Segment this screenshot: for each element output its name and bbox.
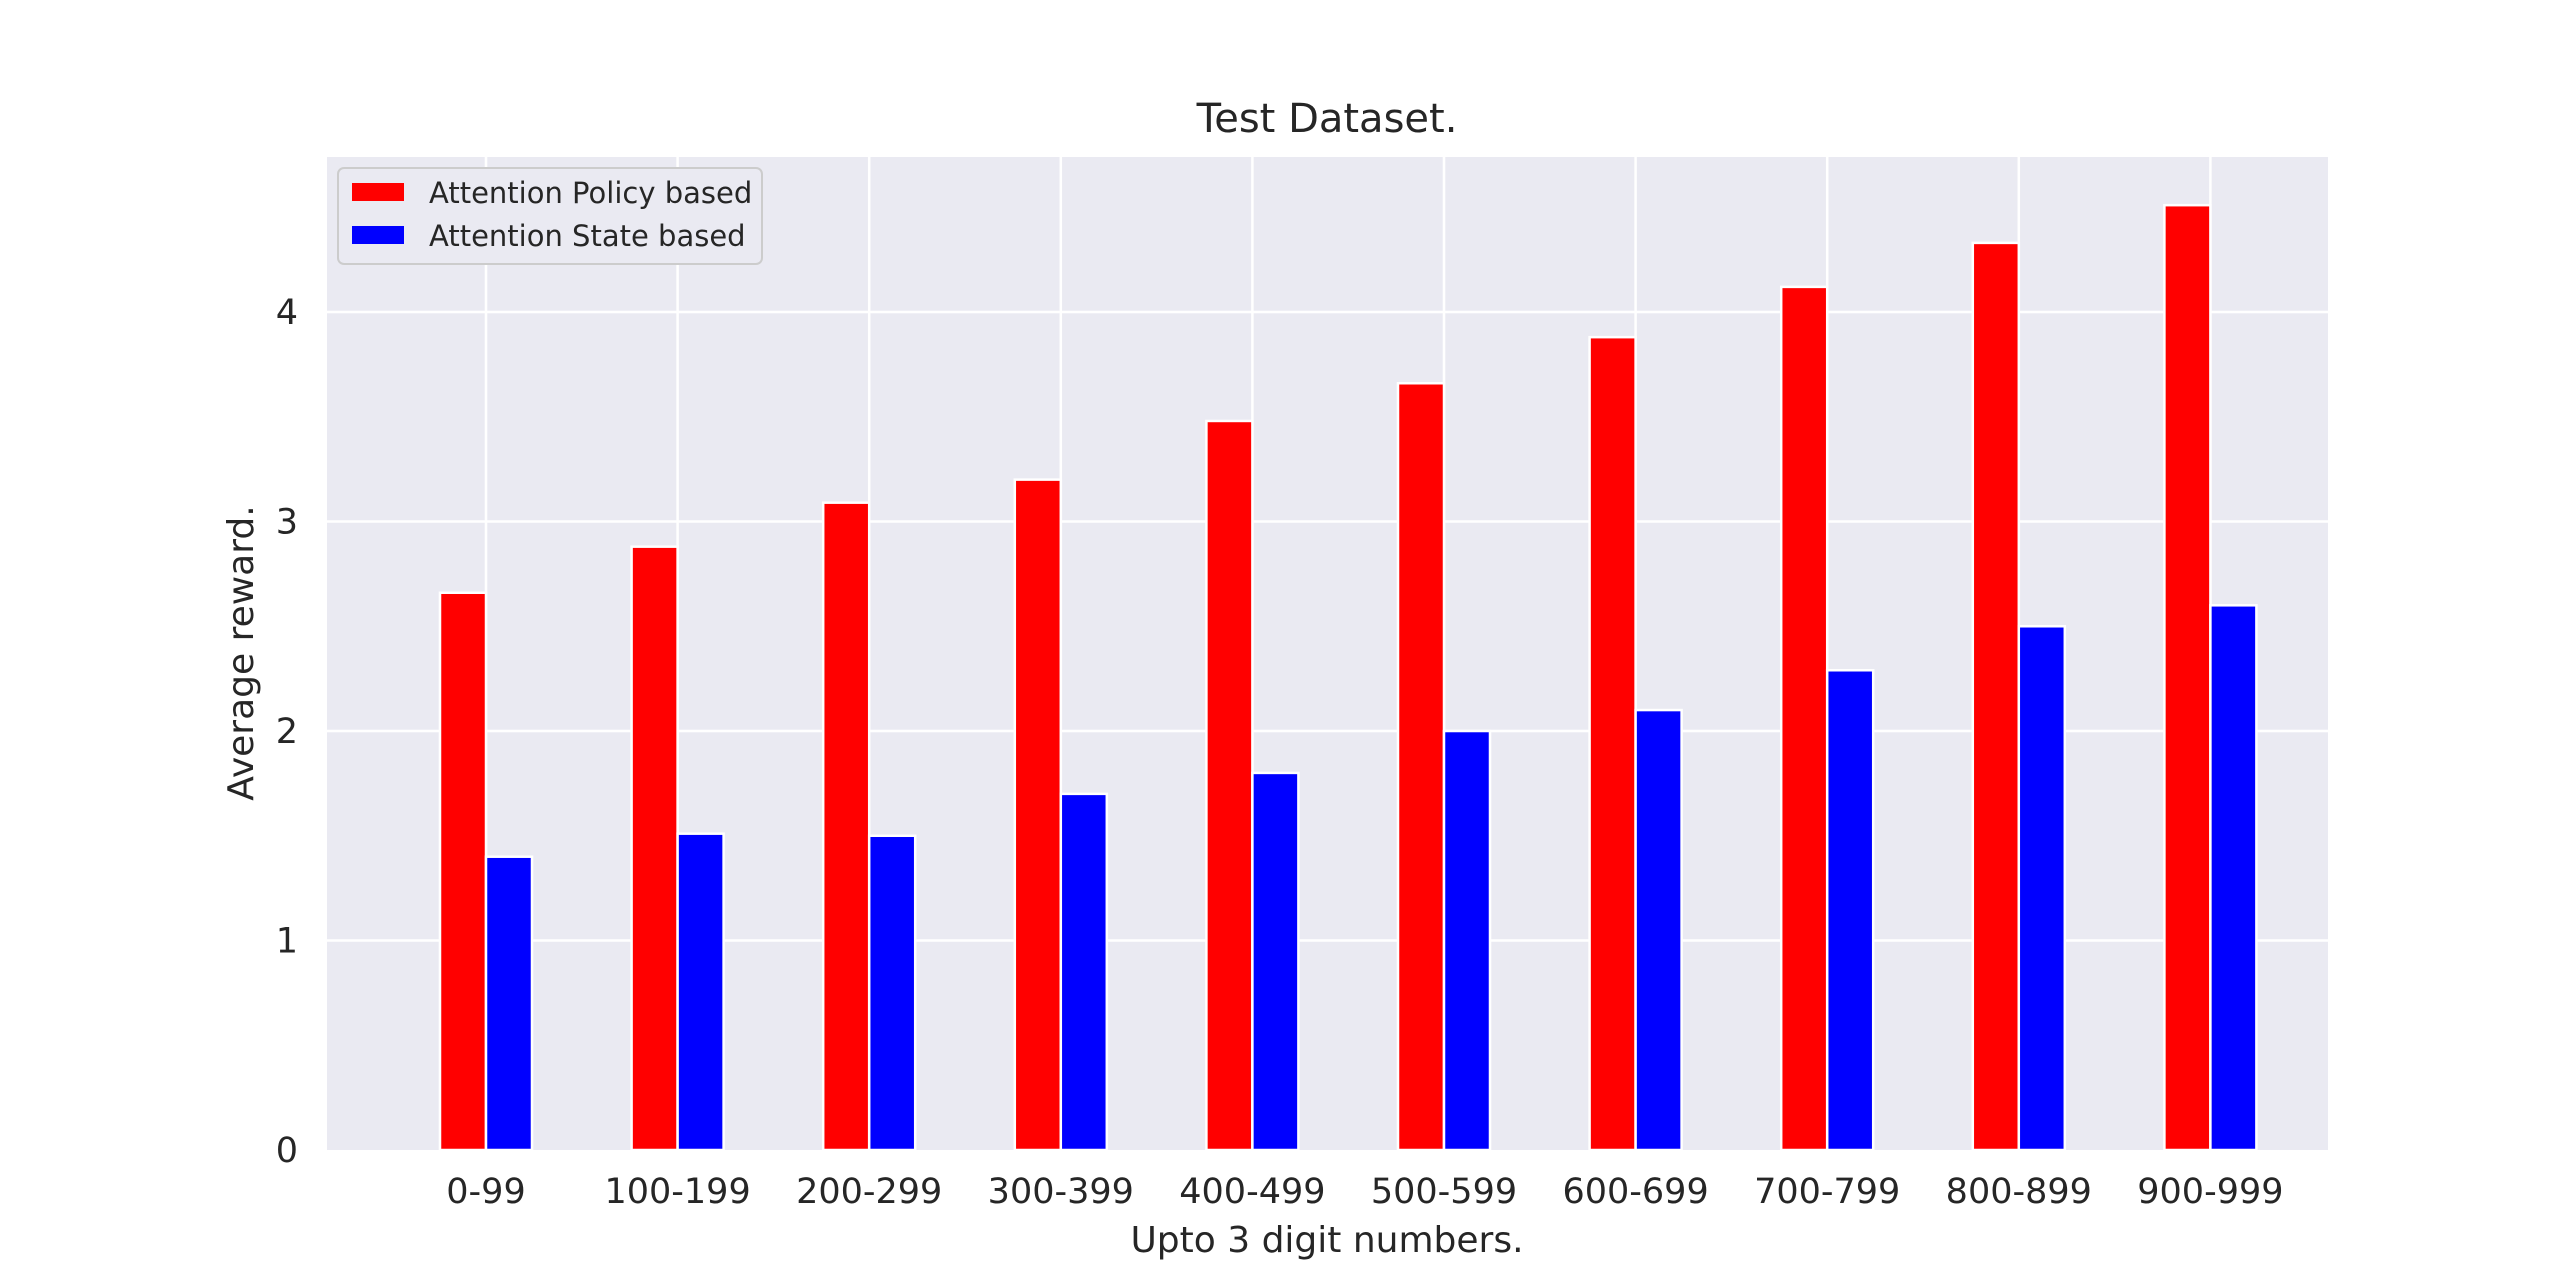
y-tick-label: 4 <box>276 293 298 333</box>
x-axis-label: Upto 3 digit numbers. <box>1130 1220 1523 1261</box>
bar-policy <box>1779 285 1829 1152</box>
legend-box <box>337 167 763 265</box>
y-tick-label: 0 <box>276 1131 298 1171</box>
legend: Attention Policy based Attention State b… <box>337 167 763 265</box>
bar-state <box>1634 708 1683 1152</box>
bar-policy <box>1396 382 1446 1152</box>
y-tick-labels: 0 1 2 3 4 <box>276 293 298 1171</box>
legend-label-state: Attention State based <box>429 219 746 253</box>
x-tick-label: 600-699 <box>1562 1172 1708 1212</box>
x-tick-label: 500-599 <box>1371 1172 1517 1212</box>
bar-state <box>867 834 917 1152</box>
bar-policy <box>630 545 679 1152</box>
bar-policy <box>1013 478 1063 1152</box>
bar-state <box>1059 792 1109 1152</box>
x-tick-label: 0-99 <box>446 1172 525 1212</box>
legend-swatch-policy <box>352 183 404 201</box>
bar-policy <box>1205 419 1254 1152</box>
y-tick-label: 1 <box>276 922 298 962</box>
bar-state <box>1442 729 1492 1152</box>
bar-state <box>1251 771 1300 1152</box>
bar-state <box>484 855 534 1152</box>
y-axis-label: Average reward. <box>221 505 262 800</box>
bar-state <box>2209 604 2258 1152</box>
x-tick-label: 700-799 <box>1754 1172 1900 1212</box>
x-tick-labels: 0-99 100-199 200-299 300-399 400-499 500-599 6… <box>446 1172 2283 1212</box>
bar-policy <box>2163 203 2212 1152</box>
x-tick-label: 800-899 <box>1946 1172 2092 1212</box>
x-tick-label: 900-999 <box>2137 1172 2283 1212</box>
y-tick-label: 2 <box>276 712 298 752</box>
bar-policy <box>438 591 488 1152</box>
legend-swatch-state <box>352 226 404 244</box>
x-tick-label: 300-399 <box>988 1172 1134 1212</box>
bar-policy <box>821 501 871 1152</box>
bar-state <box>2017 625 2067 1152</box>
x-tick-label: 400-499 <box>1179 1172 1325 1212</box>
bar-policy <box>1588 335 1637 1152</box>
chart-title: Test Dataset. <box>1196 96 1458 142</box>
y-tick-label: 3 <box>276 503 298 543</box>
x-tick-label: 200-299 <box>796 1172 942 1212</box>
bar-state <box>1825 669 1875 1152</box>
bar-policy <box>1971 241 2021 1152</box>
bar-state <box>676 832 725 1152</box>
bars <box>438 203 2258 1152</box>
x-tick-label: 100-199 <box>604 1172 750 1212</box>
legend-label-policy: Attention Policy based <box>429 176 752 210</box>
